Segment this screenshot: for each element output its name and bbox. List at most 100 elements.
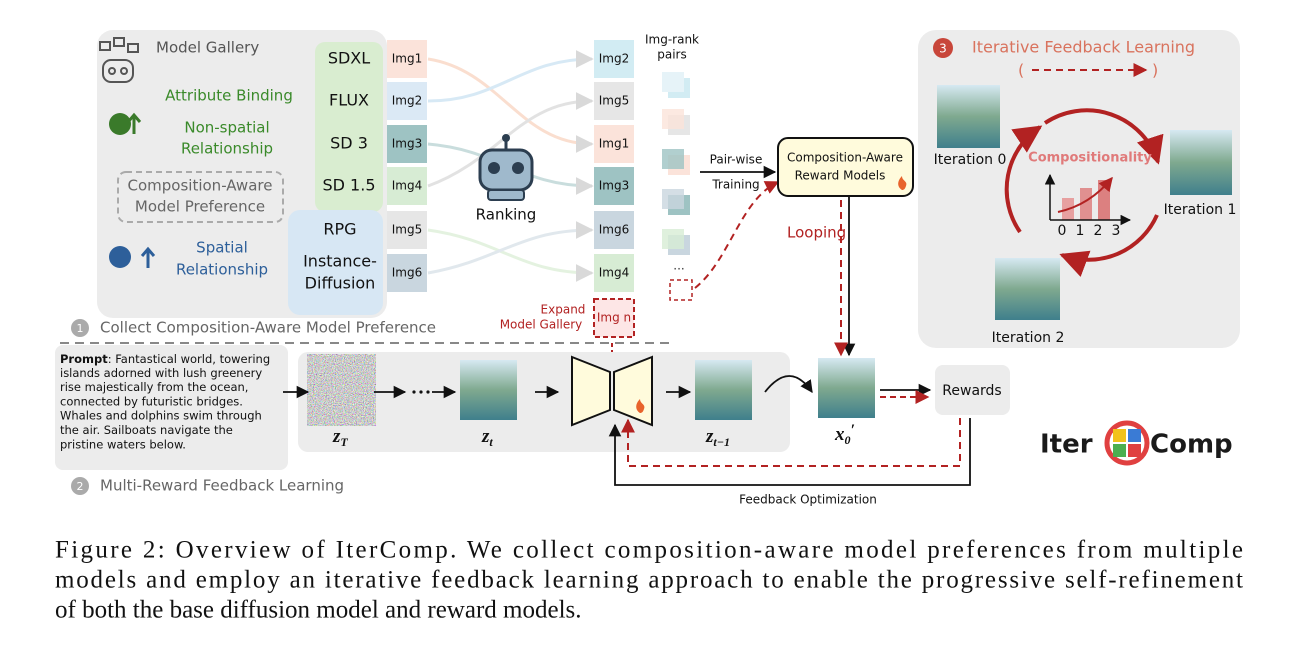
dots (412, 390, 430, 394)
image-box (594, 254, 634, 292)
non-spatial-label: Relationship (181, 140, 273, 158)
preference-label: Composition-Aware (128, 177, 273, 195)
dashed-arrow (694, 181, 780, 289)
connections (427, 50, 594, 282)
prompt-text: islands adorned with lush greenery (60, 366, 262, 380)
pair-stack (662, 72, 693, 301)
up-icon (109, 246, 156, 268)
fire-icon (898, 176, 907, 190)
iteration-label: Iteration 1 (1164, 202, 1237, 218)
step-badge (933, 38, 953, 58)
step-number: 1 (77, 322, 84, 335)
prompt-text: the air. Sailboats navigate the (60, 423, 233, 437)
chart-tick: 2 (1094, 223, 1103, 239)
preference-label: Model Preference (135, 198, 265, 216)
logo-text: Comp (1150, 430, 1233, 460)
reward-box (777, 137, 914, 197)
image-box (387, 167, 427, 205)
looping-label: Looping (787, 224, 846, 242)
image (695, 360, 752, 420)
logo-icon (1104, 420, 1150, 466)
panel-title: Multi-Reward Feedback Learning (100, 477, 344, 495)
image (460, 360, 517, 420)
chart-tick: 3 (1112, 223, 1121, 239)
fire-icon (636, 399, 645, 413)
spatial-label: Relationship (176, 261, 268, 279)
arrow (764, 375, 813, 394)
mini-chart (1044, 173, 1132, 226)
caption-line: Figure 2: Overview of IterComp. We colle… (55, 537, 1243, 564)
image-label: Img2 (599, 52, 629, 66)
chart-title: Compositionality (1028, 151, 1152, 166)
prompt-text: Whales and dolphins swim through (60, 409, 262, 423)
image-box (387, 40, 427, 78)
chart-tick: 1 (1076, 223, 1085, 239)
rewards-label: Rewards (942, 383, 1001, 399)
cycle-arrows (1004, 108, 1164, 277)
up-icon (109, 112, 142, 135)
prompt-label: Prompt (60, 352, 108, 366)
attribute-label: Attribute Binding (165, 87, 293, 105)
reward-label: Reward Models (795, 169, 886, 183)
pairs-label: pairs (657, 48, 687, 62)
prompt-text: connected by futuristic bridges. (60, 394, 243, 408)
model-group (288, 210, 383, 315)
ranking-label: Ranking (476, 206, 537, 224)
expand-label: Expand (541, 303, 586, 317)
spatial-label: Spatial (196, 239, 248, 257)
non-spatial-label: Non-spatial (184, 119, 269, 137)
step-badge (71, 477, 89, 495)
step-number: 2 (77, 480, 84, 493)
image-label: Img1 (599, 137, 629, 151)
model-name: SD 1.5 (322, 176, 375, 195)
image-label: Img6 (599, 223, 629, 237)
model-list: SDXL FLUX SD 3 SD 1.5 RPG Instance- Diffusion (303, 49, 377, 293)
image (818, 358, 875, 418)
unet (571, 355, 653, 427)
image-label: Img n (597, 311, 631, 325)
image-box (593, 298, 635, 338)
model-name: SD 3 (330, 134, 368, 153)
latent-label: zt−1 (705, 426, 730, 448)
image-label: Img4 (599, 266, 629, 280)
preference-box (117, 171, 284, 223)
pipeline-bg (298, 352, 790, 452)
caption-line: of both the base diffusion model and rew… (55, 597, 582, 624)
feedback-label: Feedback Optimization (739, 493, 877, 507)
latent-label: zT (332, 426, 348, 448)
chart-tick: 0 (1058, 223, 1067, 239)
noise-image (313, 360, 370, 420)
latent-sub: 0 (845, 433, 851, 447)
step-number: 3 (939, 42, 947, 56)
latent-sub: t−1 (713, 435, 730, 449)
panel-title: Collect Composition-Aware Model Preferen… (100, 319, 436, 337)
image-label: Img5 (392, 223, 422, 237)
reward-label: Composition-Aware (787, 151, 903, 165)
latent-base: z (332, 426, 341, 447)
image-columns: Img1 Img2 Img3 Img4 Img5 Img6 Img2 Img5 Img1 Img3… (387, 40, 635, 338)
latent-label: x0′ (834, 422, 855, 447)
image-label: Img5 (599, 94, 629, 108)
step-badge (71, 319, 89, 337)
model-name: Instance- (303, 252, 377, 271)
image-box (594, 167, 634, 205)
image-box (387, 254, 427, 292)
feedback-loop (608, 418, 971, 486)
image (937, 85, 1000, 148)
image-label: Img3 (392, 137, 422, 151)
image-label: Img1 (392, 52, 422, 66)
pairwise-label: Training (711, 178, 759, 192)
image (1170, 130, 1232, 195)
logo-text: Iter (1040, 430, 1093, 460)
image-label: Img3 (599, 179, 629, 193)
gallery-label: Model Gallery (156, 39, 259, 57)
model-name: FLUX (329, 91, 369, 110)
image-box (387, 125, 427, 163)
panel-title: Iterative Feedback Learning (972, 38, 1195, 57)
prompt-box (55, 345, 288, 470)
latent-base: z (705, 426, 714, 447)
latent-labels: zT zt zt−1 x0′ (332, 422, 855, 449)
latent-prime: ′ (851, 422, 856, 439)
image-box (387, 211, 427, 249)
